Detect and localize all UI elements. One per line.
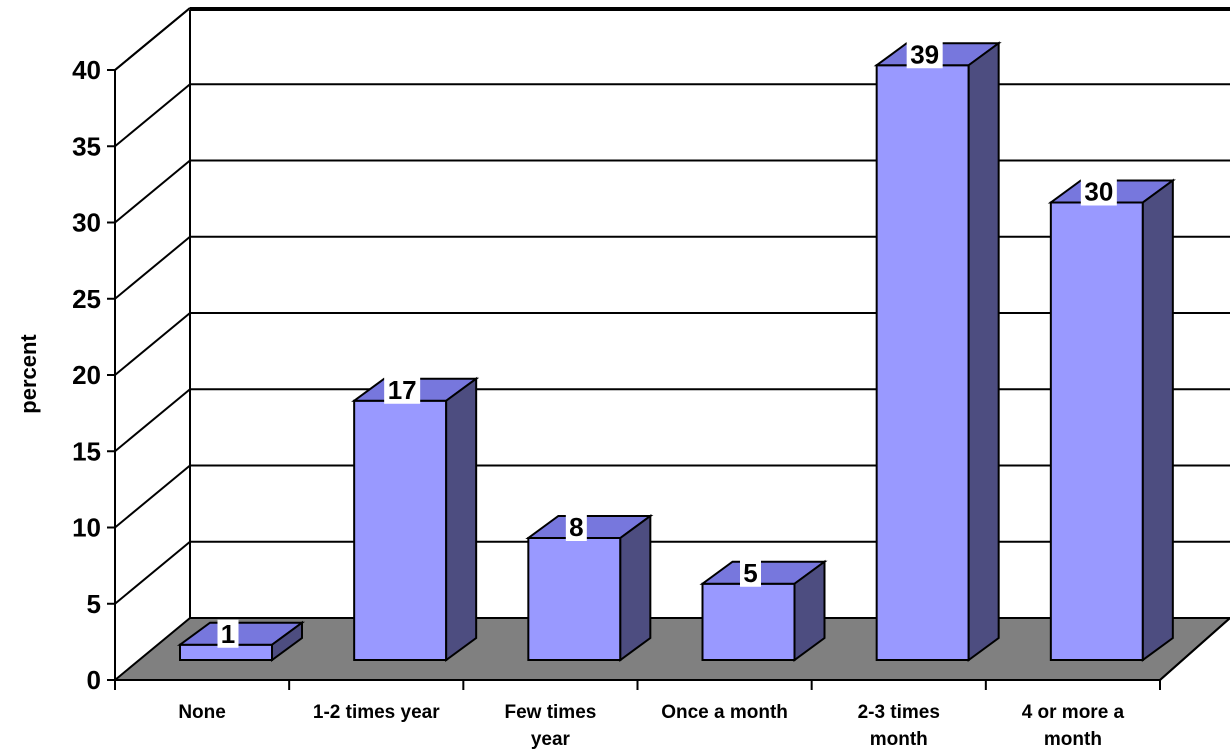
data-label-4: 39 (910, 39, 939, 69)
data-label-3: 5 (743, 558, 757, 588)
data-label-bg-1 (384, 375, 421, 404)
bar-side-5 (1141, 178, 1174, 662)
data-label-1: 17 (388, 375, 417, 405)
bars (176, 41, 1176, 662)
x-category-label-4: 2-3 times month (858, 702, 940, 750)
x-category-label-1: 1-2 times year (313, 702, 440, 723)
data-label-bg-2 (565, 513, 587, 541)
data-label-5: 30 (1084, 177, 1113, 207)
gridline-side (114, 388, 191, 453)
gridline-side (114, 540, 191, 605)
x-category-labels: None 1-2 times year Few times year Once a mo… (114, 680, 1161, 750)
x-category-label-5: 4 or more a month (1022, 702, 1125, 750)
y-tick-label: 40 (72, 55, 101, 85)
x-category-label-3: Once a month (661, 702, 788, 723)
bar-front-2 (527, 537, 622, 661)
data-label-bg-0 (217, 619, 239, 648)
bar-front-4 (875, 64, 970, 661)
gridline-side (114, 464, 191, 529)
data-label-bg-4 (906, 40, 943, 69)
bar-front-1 (353, 399, 448, 661)
y-tick-label: 0 (87, 665, 101, 695)
y-tick-label: 25 (72, 284, 101, 314)
bar-side-2 (619, 514, 652, 662)
data-label-2: 8 (569, 512, 583, 542)
y-tick-label: 5 (87, 589, 101, 619)
bar-side-3 (793, 559, 826, 662)
bar-front-5 (1049, 201, 1144, 661)
data-label-0: 1 (221, 619, 235, 649)
bar-front-3 (701, 582, 796, 661)
y-tick-label: 20 (72, 360, 101, 390)
data-label-bg-5 (1080, 177, 1117, 206)
y-tick-labels: 0 5 10 15 20 25 30 35 40 (72, 55, 115, 695)
y-tick-label: 35 (72, 131, 101, 161)
floor-right-edge (1159, 617, 1230, 681)
bar-side-1 (445, 376, 478, 662)
data-labels: 1 17 8 5 39 30 (217, 39, 1117, 649)
data-label-bg-3 (740, 558, 761, 587)
gridline-side (114, 7, 191, 71)
x-category-label-0: None (178, 702, 226, 723)
x-category-label-2: Few times year (504, 702, 596, 750)
gridline-side (114, 312, 191, 376)
gridline-side (114, 159, 191, 224)
y-axis-title: percent (16, 334, 41, 414)
bar-side-0 (271, 620, 303, 662)
bar-side-4 (967, 41, 1000, 662)
gridline-side (114, 235, 191, 300)
y-tick-label: 30 (72, 208, 101, 238)
gridline-side (114, 83, 191, 148)
y-tick-label: 10 (72, 513, 101, 543)
y-tick-label: 15 (72, 436, 101, 466)
